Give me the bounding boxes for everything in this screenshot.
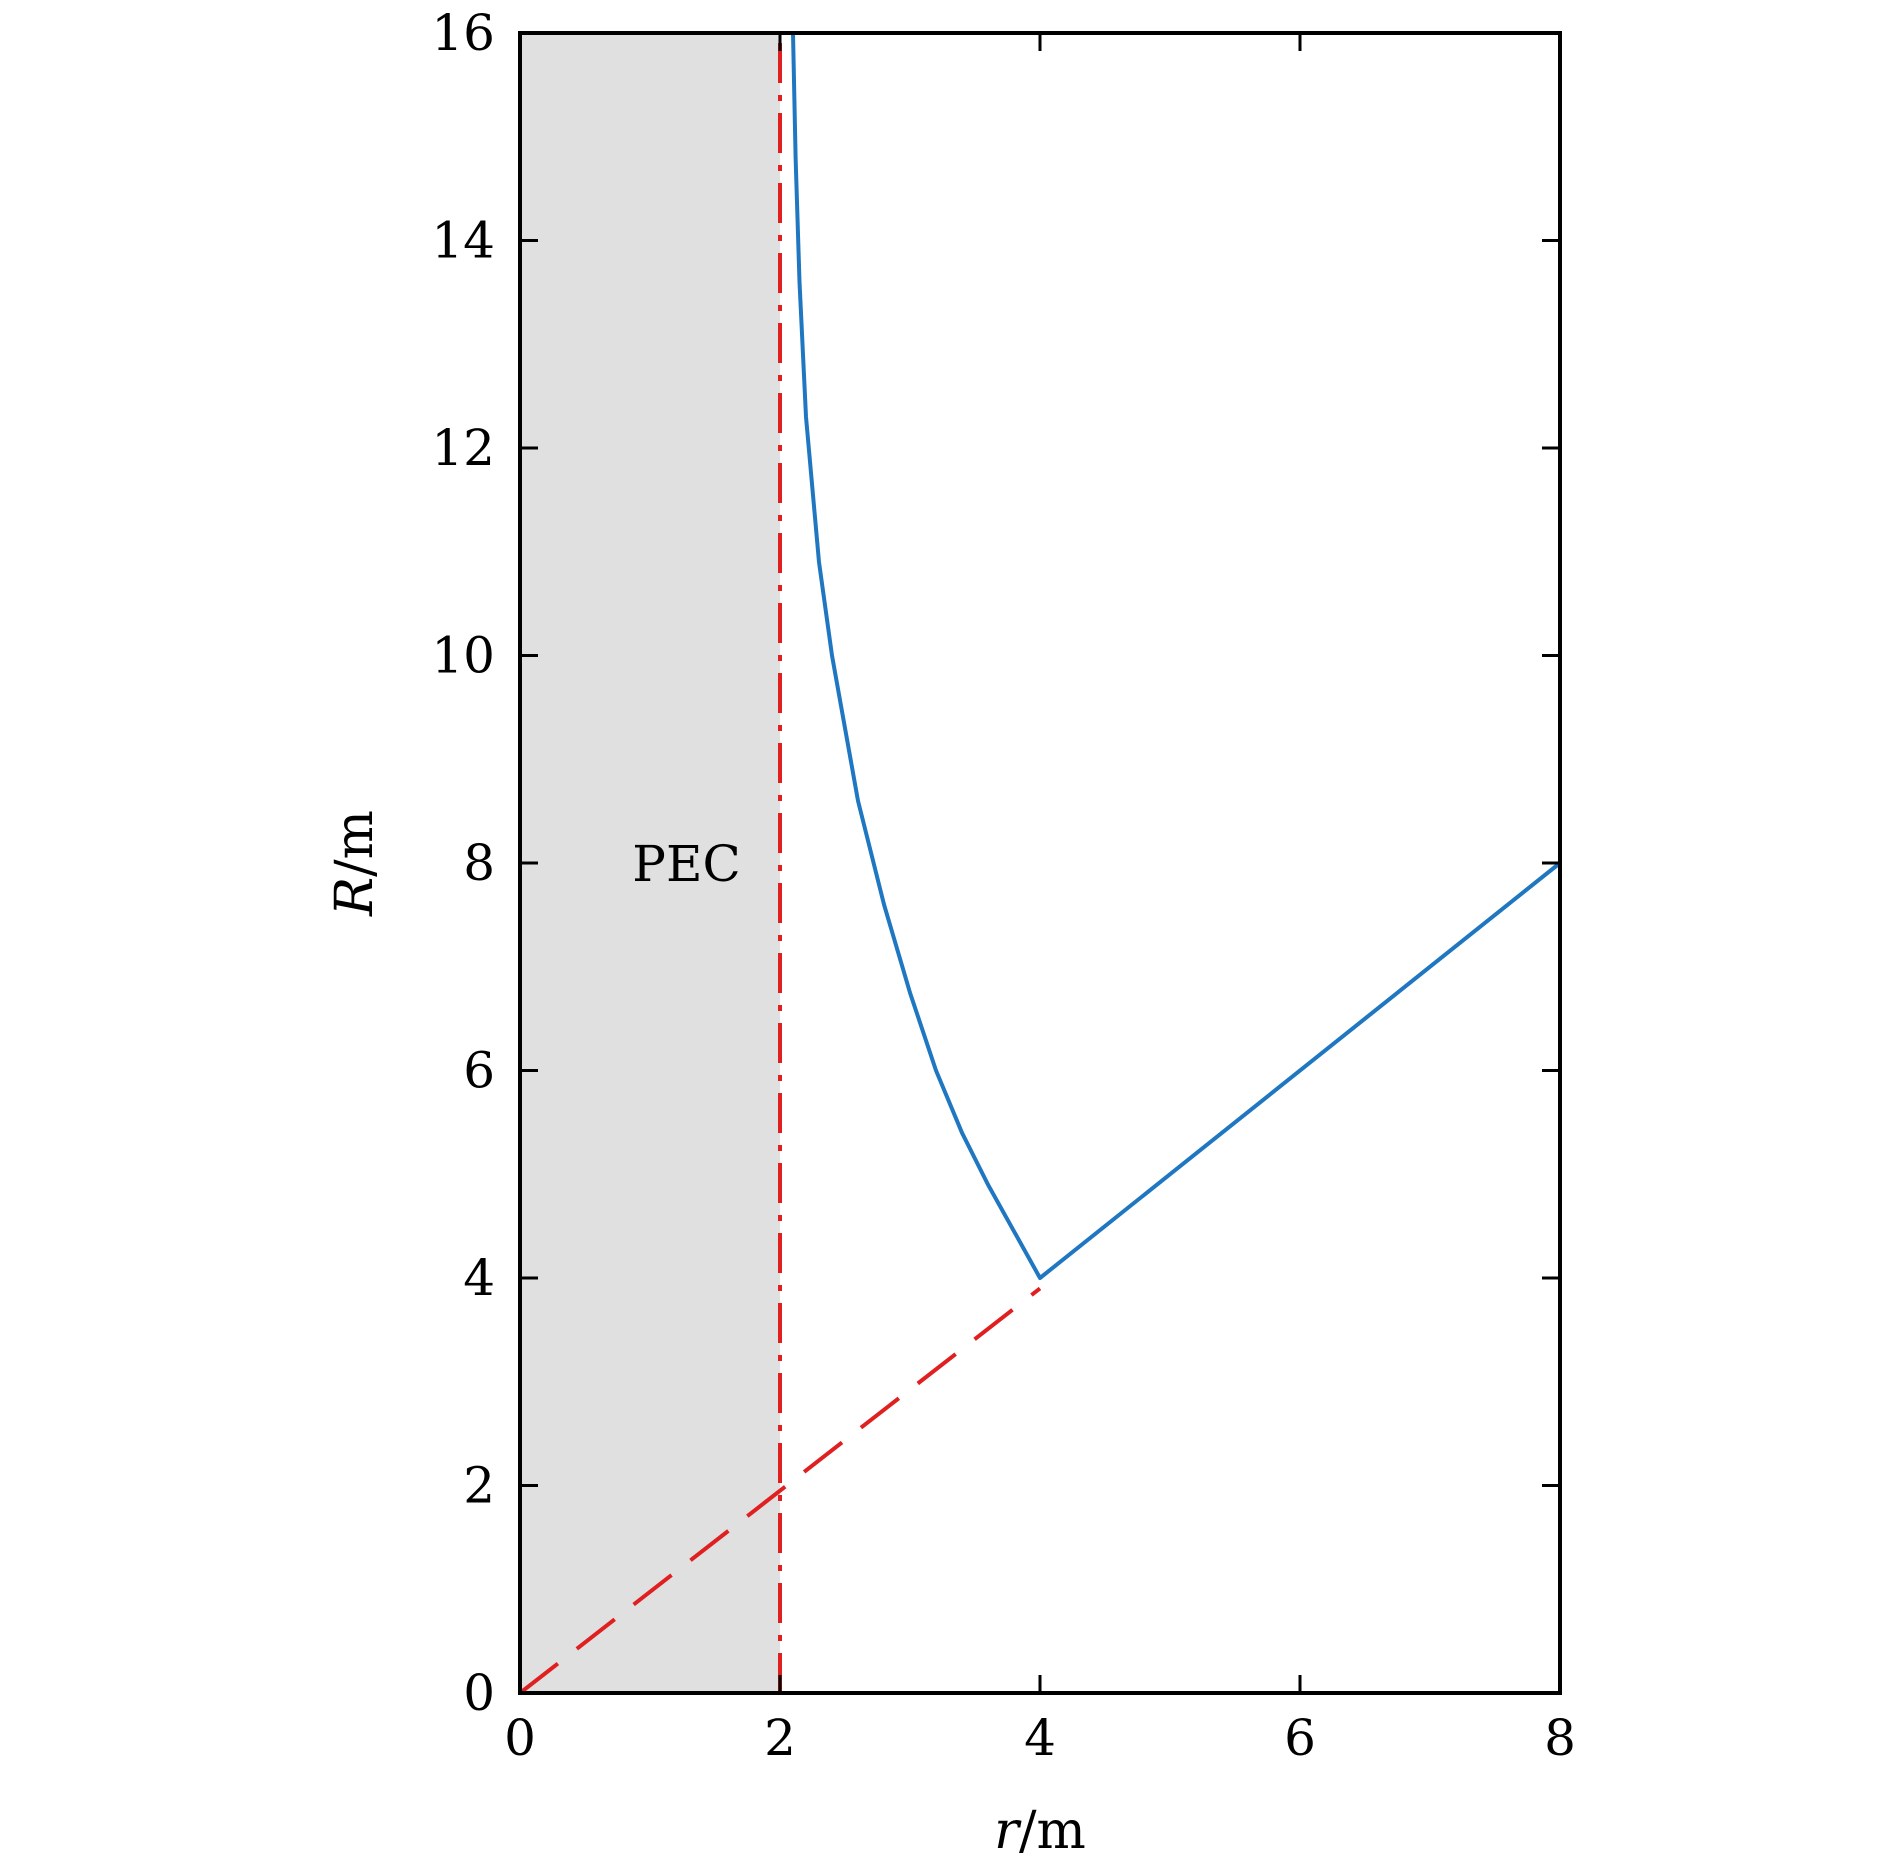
y-tick-label: 2 bbox=[463, 1457, 495, 1515]
x-axis-var: r bbox=[994, 1801, 1022, 1861]
x-axis-label: r/m bbox=[994, 1801, 1086, 1861]
x-tick-label: 0 bbox=[504, 1709, 536, 1767]
series-dashed-line bbox=[518, 1286, 1042, 1695]
x-tick-label: 4 bbox=[1024, 1709, 1056, 1767]
x-tick-label: 8 bbox=[1544, 1709, 1576, 1767]
series-solid-line bbox=[791, 32, 1562, 1280]
series-layer bbox=[518, 32, 1562, 1695]
y-axis-unit: /m bbox=[325, 810, 385, 877]
y-tick-label: 8 bbox=[463, 834, 495, 892]
x-tick-label: 6 bbox=[1284, 1709, 1316, 1767]
y-tick-label: 16 bbox=[431, 4, 495, 62]
x-axis-unit: /m bbox=[1019, 1801, 1086, 1861]
y-tick-label: 12 bbox=[431, 419, 495, 477]
x-tick-label: 2 bbox=[764, 1709, 796, 1767]
y-tick-label: 6 bbox=[463, 1042, 495, 1100]
y-tick-label: 10 bbox=[431, 627, 495, 685]
pec-label: PEC bbox=[632, 835, 740, 893]
y-tick-label: 0 bbox=[463, 1664, 495, 1722]
y-tick-label: 14 bbox=[431, 212, 495, 270]
ticks-layer: 0 2 4 6 8 0 2 4 6 8 10 12 14 16 bbox=[431, 4, 1576, 1767]
y-tick-label: 4 bbox=[463, 1249, 495, 1307]
pec-region bbox=[520, 33, 780, 1693]
y-axis-var: R bbox=[325, 877, 385, 917]
y-axis-label: R/m bbox=[325, 810, 385, 917]
